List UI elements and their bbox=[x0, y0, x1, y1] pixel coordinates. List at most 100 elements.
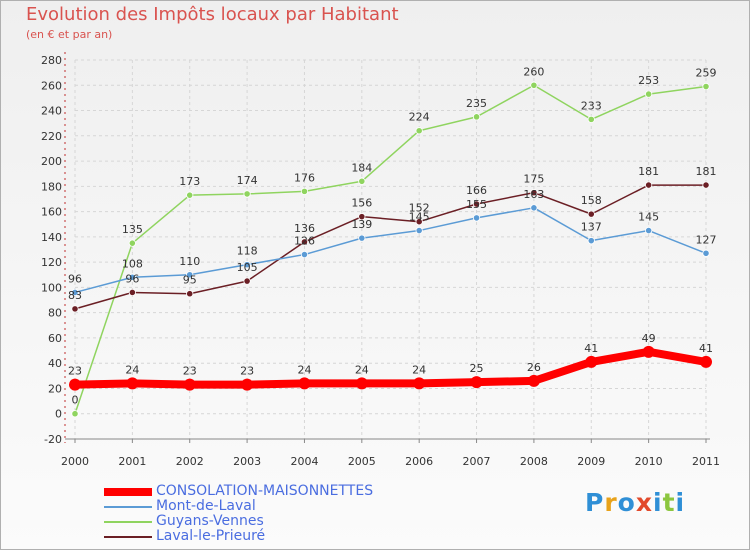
data-point bbox=[69, 378, 81, 391]
y-tick-label: 260 bbox=[41, 79, 62, 92]
data-point bbox=[470, 376, 483, 389]
legend-label: Mont-de-Laval bbox=[156, 498, 256, 514]
data-point bbox=[645, 181, 653, 189]
y-tick-label: 60 bbox=[48, 332, 62, 345]
y-tick-label: 40 bbox=[48, 357, 62, 370]
data-label: 83 bbox=[68, 289, 82, 302]
data-point bbox=[128, 273, 136, 281]
data-label: 24 bbox=[125, 363, 139, 376]
y-tick-label: 160 bbox=[41, 206, 62, 219]
data-point bbox=[587, 210, 595, 218]
data-point bbox=[472, 113, 481, 121]
data-point bbox=[415, 218, 423, 226]
series-line-laval-le-prieur bbox=[74, 184, 707, 310]
data-label: 181 bbox=[638, 165, 659, 178]
data-label: 233 bbox=[581, 99, 602, 112]
series-line-mont-de-laval bbox=[74, 207, 707, 294]
data-label: 95 bbox=[183, 274, 197, 287]
y-tick-label: 280 bbox=[41, 54, 62, 67]
data-label: 135 bbox=[122, 223, 143, 236]
data-point bbox=[585, 355, 598, 368]
data-label: 25 bbox=[470, 362, 484, 375]
data-point bbox=[415, 226, 423, 235]
x-tick-label: 2008 bbox=[520, 455, 548, 468]
data-point bbox=[71, 288, 79, 297]
y-tick-label: 240 bbox=[41, 105, 62, 118]
proxiti-logo: Proxiti bbox=[585, 488, 686, 517]
data-point bbox=[355, 377, 368, 390]
data-point bbox=[300, 187, 309, 195]
x-tick-label: 2011 bbox=[692, 455, 720, 468]
data-point bbox=[413, 377, 426, 390]
data-label: 41 bbox=[699, 342, 713, 355]
data-point bbox=[472, 200, 481, 208]
data-label: 96 bbox=[68, 272, 82, 285]
data-point bbox=[243, 190, 251, 198]
data-label: 145 bbox=[409, 211, 430, 224]
legend-swatch bbox=[104, 488, 152, 496]
data-point bbox=[128, 239, 136, 247]
y-tick-label: 180 bbox=[41, 180, 62, 193]
data-point bbox=[186, 290, 194, 298]
y-tick-label: 80 bbox=[48, 307, 62, 320]
series-line-consolation-maisonnettes bbox=[71, 347, 710, 389]
data-label: 163 bbox=[523, 188, 544, 201]
data-label: 24 bbox=[355, 363, 369, 376]
x-tick-label: 2004 bbox=[290, 455, 318, 468]
legend-swatch bbox=[104, 536, 152, 538]
y-tick-label: 140 bbox=[41, 231, 62, 244]
x-tick-label: 2001 bbox=[118, 455, 146, 468]
data-label: 96 bbox=[125, 272, 139, 285]
data-label: 108 bbox=[122, 257, 143, 270]
data-label: 137 bbox=[581, 221, 602, 234]
data-label: 118 bbox=[237, 245, 258, 258]
data-point bbox=[472, 214, 481, 222]
data-point bbox=[702, 82, 710, 91]
data-point bbox=[700, 355, 712, 368]
data-point bbox=[645, 226, 653, 235]
data-point bbox=[243, 261, 251, 269]
data-label: 105 bbox=[237, 261, 258, 274]
data-label: 184 bbox=[351, 161, 372, 174]
data-label: 235 bbox=[466, 97, 487, 110]
data-label: 49 bbox=[642, 332, 656, 345]
data-label: 127 bbox=[696, 233, 717, 246]
data-label: 155 bbox=[466, 198, 487, 211]
legend-label: Laval-le-Prieuré bbox=[156, 528, 266, 544]
data-label: 224 bbox=[409, 111, 430, 124]
data-point bbox=[415, 127, 423, 135]
data-label: 259 bbox=[696, 67, 717, 80]
data-label: 0 bbox=[72, 394, 79, 407]
data-point bbox=[530, 204, 538, 212]
data-point bbox=[702, 181, 710, 189]
data-label: 23 bbox=[68, 365, 82, 378]
data-label: 139 bbox=[351, 218, 372, 231]
data-label: 41 bbox=[584, 342, 598, 355]
x-tick-label: 2005 bbox=[348, 455, 376, 468]
data-label: 181 bbox=[696, 165, 717, 178]
data-label: 260 bbox=[523, 65, 544, 78]
legend-swatch bbox=[104, 506, 152, 508]
x-tick-label: 2007 bbox=[463, 455, 491, 468]
data-point bbox=[71, 410, 79, 418]
data-label: 23 bbox=[240, 365, 254, 378]
label-layer: 0 135 173 174 176 184 224 235 260 233 253 259 83 96 95… bbox=[68, 65, 717, 406]
x-tick-label: 2002 bbox=[176, 455, 204, 468]
y-tick-label: 200 bbox=[41, 155, 62, 168]
data-label: 110 bbox=[179, 255, 200, 268]
data-label: 158 bbox=[581, 194, 602, 207]
data-point bbox=[358, 177, 366, 185]
series-line-guyans-vennes bbox=[74, 84, 707, 415]
data-label: 152 bbox=[409, 202, 430, 215]
axis-layer: -200204060801001201401601802002202402602… bbox=[41, 52, 720, 468]
data-point bbox=[71, 305, 79, 313]
data-point bbox=[645, 90, 653, 98]
data-point bbox=[358, 213, 366, 221]
legend-swatch bbox=[104, 521, 152, 523]
data-point bbox=[298, 377, 311, 390]
data-point bbox=[126, 377, 139, 390]
data-label: 23 bbox=[183, 365, 197, 378]
chart-subtitle: (en € et par an) bbox=[26, 28, 113, 41]
legend-label: Guyans-Vennes bbox=[156, 513, 264, 529]
data-point bbox=[183, 378, 196, 391]
